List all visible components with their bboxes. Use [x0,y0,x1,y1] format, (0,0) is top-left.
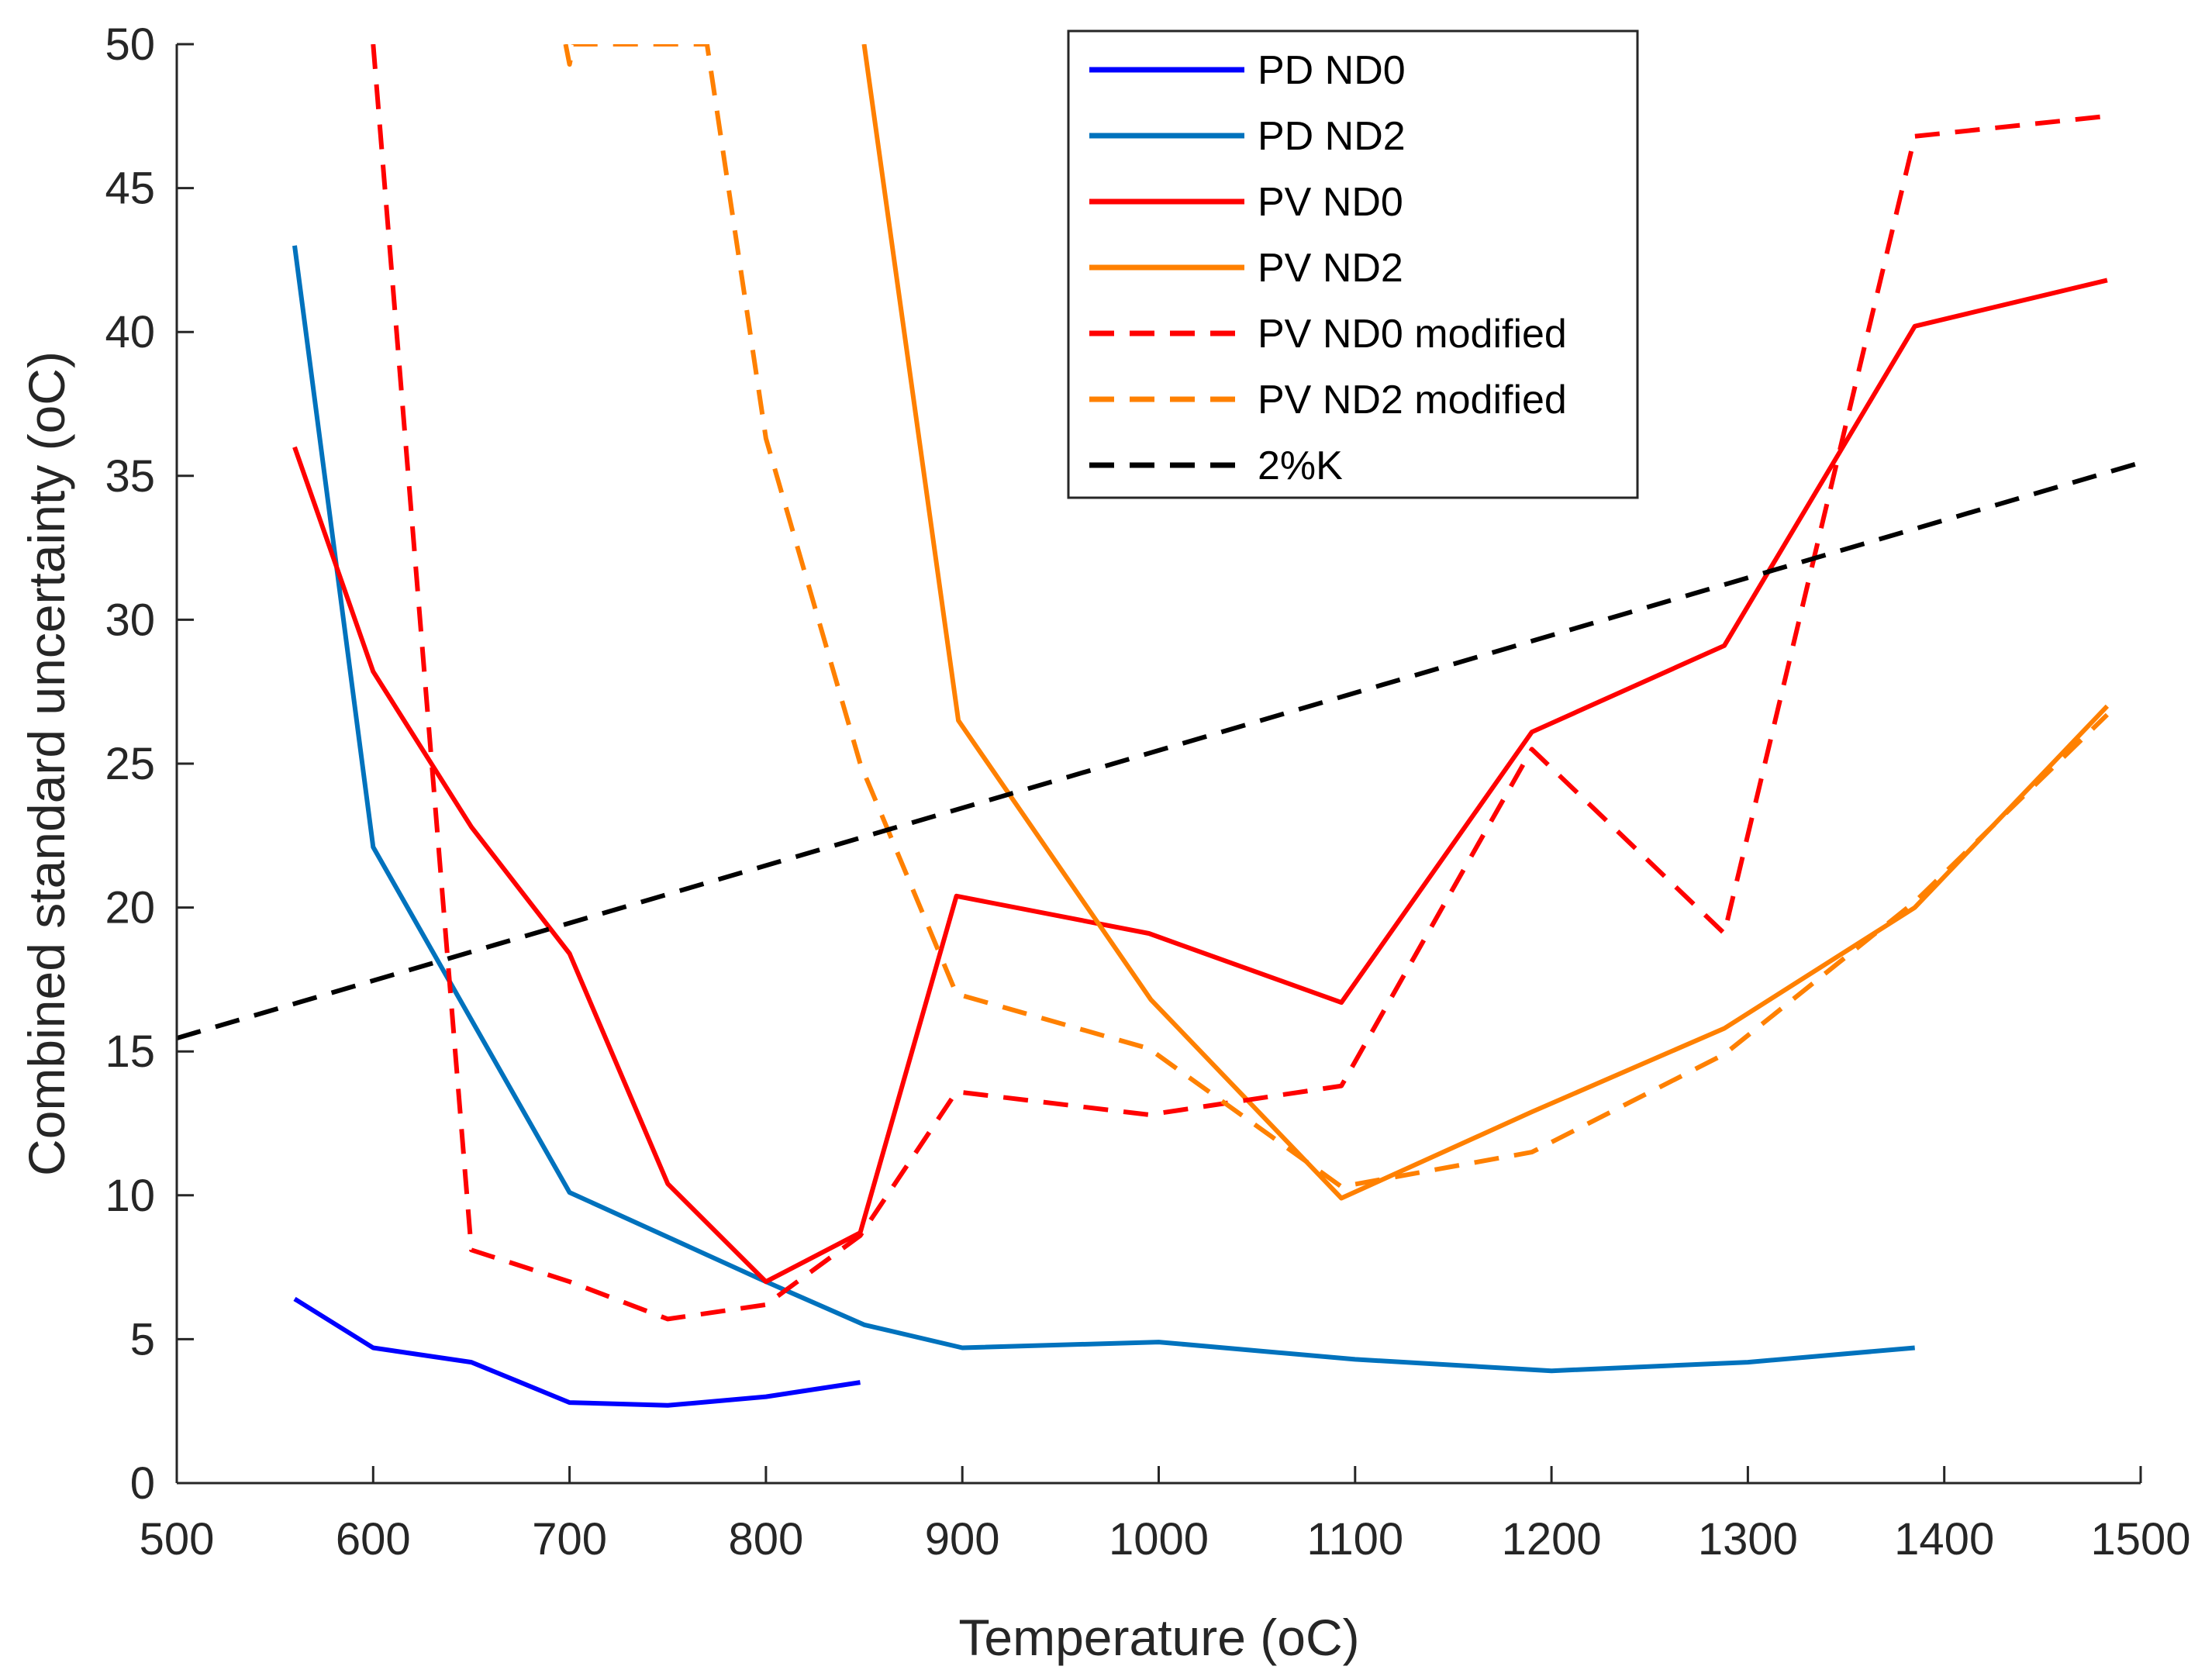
x-tick-label: 900 [925,1514,1000,1564]
series-line-2-k [177,460,2141,1040]
legend-label: PD ND0 [1258,48,1406,93]
x-tick-label: 700 [532,1514,607,1564]
series-line-pv-nd0 [292,278,2108,1285]
legend-label: PV ND0 [1258,180,1403,225]
y-tick-label: 30 [105,595,155,645]
y-tick-label: 20 [105,883,155,933]
y-axis-title: Combined standard uncertainty (oC) [18,351,75,1176]
legend-label: 2%K [1258,443,1343,488]
x-tick-label: 1100 [1306,1514,1403,1564]
legend-label: PV ND2 [1258,246,1403,291]
legend: PD ND0 PD ND2 PV ND0 PV ND2 PV ND0 modified P… [1067,29,1639,499]
x-tick-label: 1400 [1894,1514,1994,1564]
x-tick-label: 800 [729,1514,804,1564]
legend-label: PD ND2 [1258,114,1406,159]
x-tick-label: 1000 [1109,1514,1209,1564]
y-tick-label: 50 [105,19,155,70]
y-tick-label: 5 [130,1314,155,1364]
x-tick-label: 1200 [1502,1514,1602,1564]
y-tick-label: 40 [105,307,155,357]
y-tick-label: 25 [105,739,155,789]
legend-label: PV ND0 modified [1258,312,1567,357]
x-axis-title: Temperature (oC) [958,1609,1359,1666]
x-tick-label: 1500 [2090,1514,2190,1564]
series-line-pv-nd0-modified [371,44,2108,1322]
y-tick-label: 45 [105,164,155,214]
legend-items: PD ND0 PD ND2 PV ND0 PV ND2 PV ND0 modified P… [1089,48,1567,488]
series-line-pd-nd0 [293,1296,861,1408]
y-tick-label: 35 [105,451,155,502]
x-tick-label: 500 [140,1514,215,1564]
series-line-pv-nd2 [861,44,2110,1201]
tick-layer: 500 600 700 800 900 1000 1100 1200 1300 1400 1500 0… [105,19,2190,1564]
x-tick-label: 1300 [1698,1514,1798,1564]
y-tick-label: 0 [130,1458,155,1509]
y-tick-label: 15 [105,1026,155,1077]
series-layer [177,44,2141,1408]
x-tick-label: 600 [336,1514,411,1564]
series-line-pd-nd2 [292,245,1915,1374]
legend-box [1067,29,1639,499]
legend-label: PV ND2 modified [1258,378,1567,423]
y-tick-label: 10 [105,1171,155,1221]
